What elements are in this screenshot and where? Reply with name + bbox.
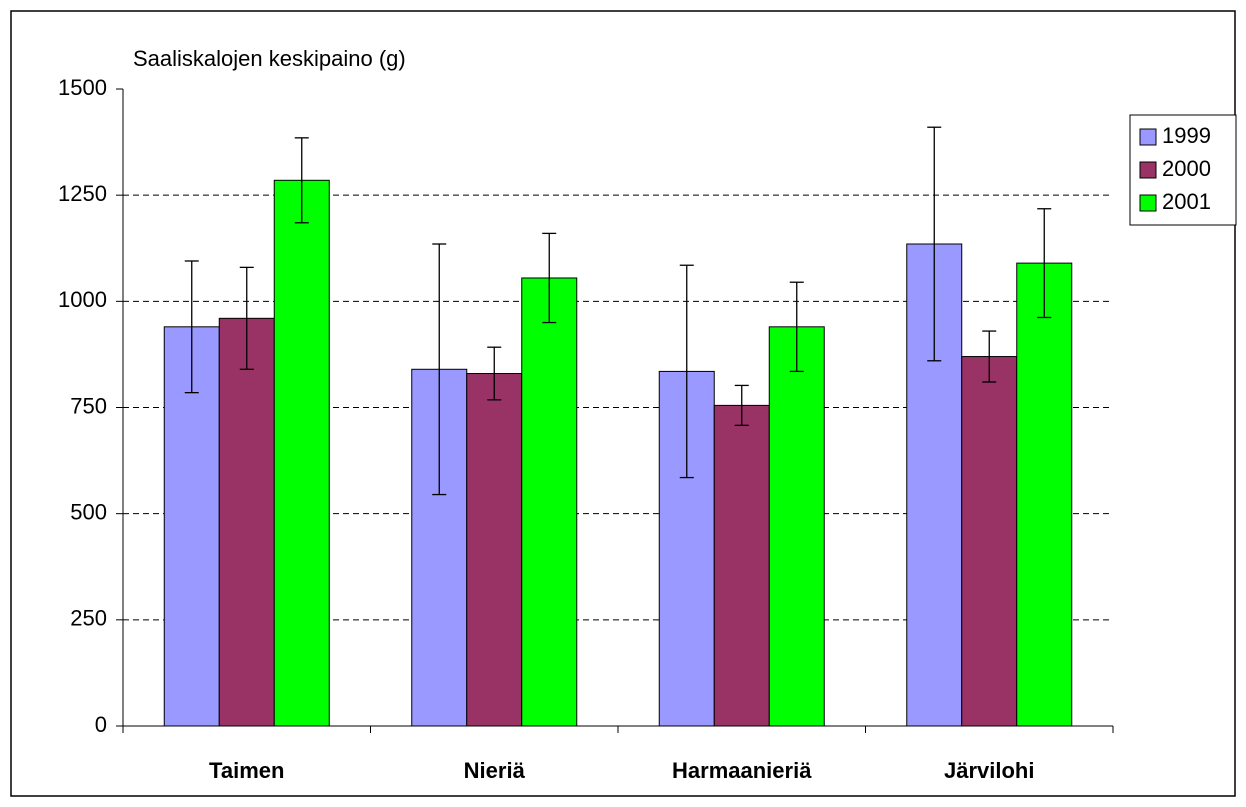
y-tick-label: 250 (70, 606, 107, 631)
error-bar (184, 260, 199, 394)
legend-swatch (1139, 194, 1157, 212)
error-bar (487, 346, 502, 401)
error-bar (734, 384, 749, 426)
y-tick-label: 500 (70, 499, 107, 524)
x-tick-label: Harmaanieriä (672, 758, 812, 783)
legend-swatch (1139, 161, 1157, 179)
y-tick-label: 750 (70, 393, 107, 418)
bar (218, 317, 275, 727)
y-tick-label: 1250 (58, 181, 107, 206)
x-tick-label: Nieriä (464, 758, 526, 783)
y-tick-label: 1000 (58, 287, 107, 312)
bar (466, 373, 523, 727)
x-tick-label: Taimen (209, 758, 284, 783)
error-bar (294, 137, 309, 224)
bar (521, 277, 578, 727)
error-bar (982, 330, 997, 383)
bar (768, 326, 825, 727)
error-bar (679, 264, 694, 479)
error-bar (239, 266, 254, 370)
y-tick-label: 0 (95, 712, 107, 737)
bar (163, 326, 220, 727)
x-tick-label: Järvilohi (944, 758, 1034, 783)
legend-label: 1999 (1162, 123, 1211, 148)
legend-swatch (1139, 128, 1157, 146)
chart-title: Saaliskalojen keskipaino (g) (133, 46, 406, 71)
error-bar (1037, 208, 1052, 319)
error-bar (432, 243, 447, 496)
y-tick-label: 1500 (58, 75, 107, 100)
bar (1016, 262, 1073, 727)
bar (273, 179, 330, 727)
error-bar (927, 126, 942, 362)
legend-label: 2001 (1162, 189, 1211, 214)
error-bar (789, 281, 804, 373)
bar (961, 356, 1018, 727)
bar (713, 404, 770, 727)
legend-label: 2000 (1162, 156, 1211, 181)
error-bar (542, 232, 557, 324)
